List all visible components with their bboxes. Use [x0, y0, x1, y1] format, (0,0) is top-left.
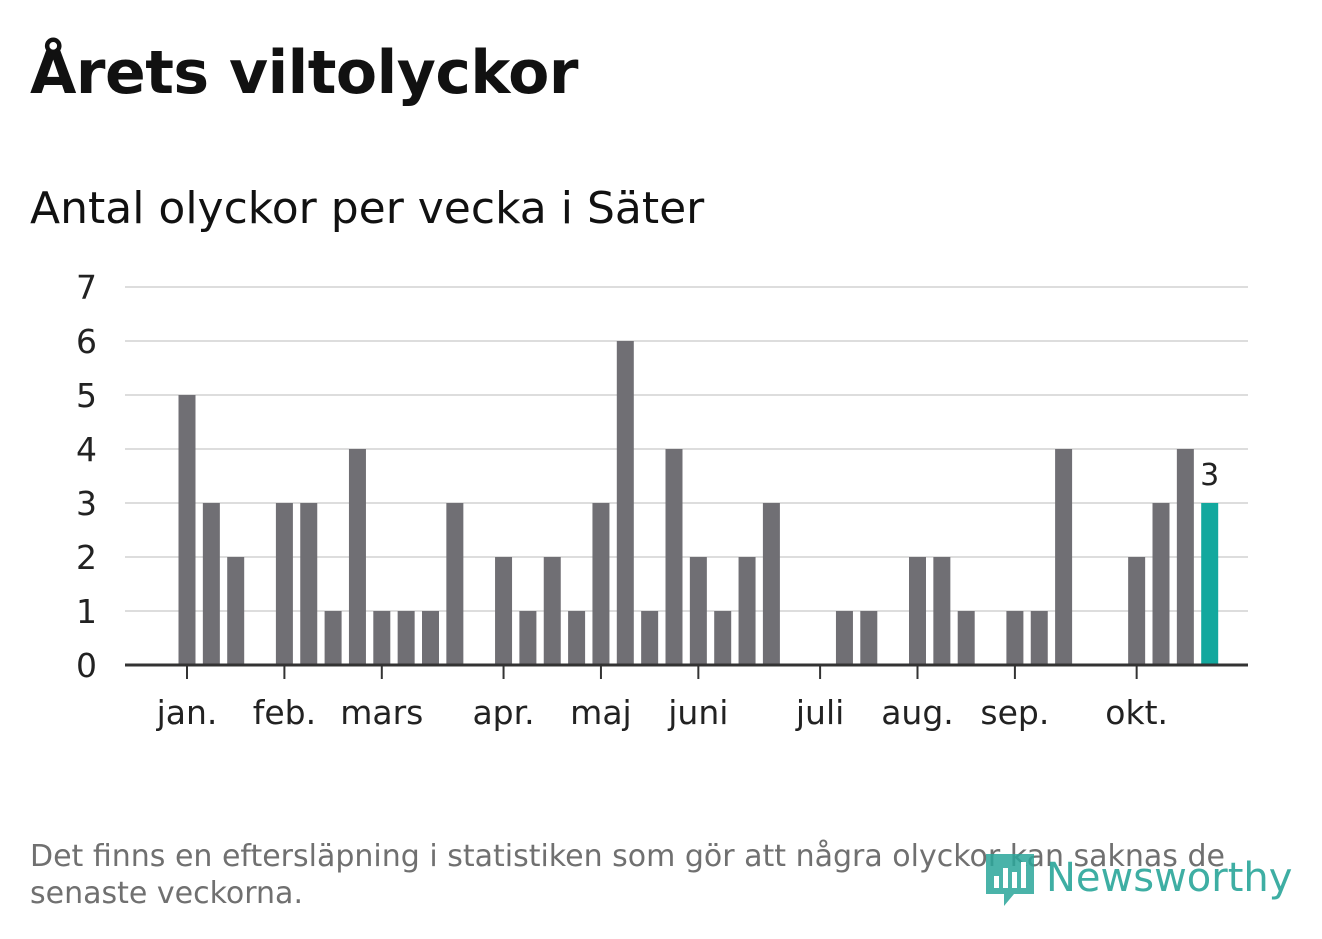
chart-subtitle: Antal olyckor per vecka i Säter: [30, 183, 705, 234]
bar: [1055, 449, 1073, 665]
y-tick-label: 4: [76, 430, 97, 469]
bar: [860, 611, 878, 665]
x-tick-label: okt.: [1105, 693, 1168, 732]
y-tick-label: 2: [76, 538, 97, 577]
bar: [1006, 611, 1024, 665]
bar: [665, 449, 683, 665]
grid-lines: [125, 286, 1248, 612]
bar: [348, 449, 366, 665]
bar-chart: 0 1 2 3 4 5 6 7 jan. feb. mars apr. maj juni juli aug.…: [76, 268, 1248, 732]
bar: [738, 557, 756, 665]
x-tick-label: aug.: [881, 693, 954, 732]
newsworthy-logo: Newsworthy: [982, 848, 1292, 908]
bar: [397, 611, 415, 665]
bar: [1176, 449, 1194, 665]
y-tick-label: 7: [76, 268, 97, 307]
x-tick-label: mars: [340, 693, 423, 732]
x-tick-label: juli: [795, 693, 844, 732]
bar: [1128, 557, 1146, 665]
x-tick-label: apr.: [472, 693, 534, 732]
y-tick-label: 0: [76, 646, 97, 685]
bar: [835, 611, 853, 665]
bar: [933, 557, 951, 665]
bar: [300, 503, 318, 665]
bar: [495, 557, 513, 665]
bars: [178, 341, 1219, 665]
x-axis-ticks: jan. feb. mars apr. maj juni juli aug. sep. okt.: [156, 665, 1168, 732]
y-tick-label: 1: [76, 592, 97, 631]
bar: [957, 611, 975, 665]
bar: [422, 611, 439, 665]
bar: [373, 611, 391, 665]
data-labels: 3: [1200, 458, 1219, 493]
y-tick-label: 5: [76, 376, 97, 415]
y-tick-label: 6: [76, 322, 97, 361]
highlight-value-label: 3: [1200, 458, 1219, 493]
bar: [178, 395, 196, 665]
bar-latest-week: [1201, 503, 1219, 665]
bar: [543, 557, 561, 665]
y-axis-ticks: 0 1 2 3 4 5 6 7: [76, 268, 97, 685]
bar: [641, 611, 659, 665]
x-tick-label: juni: [667, 693, 728, 732]
x-tick-label: feb.: [253, 693, 316, 732]
bar: [689, 557, 707, 665]
x-tick-label: sep.: [980, 693, 1049, 732]
bar: [202, 503, 220, 665]
bar: [1152, 503, 1170, 665]
bar: [324, 611, 342, 665]
x-tick-label: jan.: [156, 693, 218, 732]
bar: [616, 341, 634, 665]
bar: [762, 503, 780, 665]
y-tick-label: 3: [76, 484, 97, 523]
bar: [227, 557, 245, 665]
x-tick-label: maj: [570, 693, 632, 732]
chart-title: Årets viltolyckor: [30, 38, 579, 108]
bar: [592, 503, 610, 665]
bar: [1030, 611, 1048, 665]
newsworthy-bars-icon: [986, 854, 1034, 906]
logo-text: Newsworthy: [1046, 855, 1293, 901]
bar: [519, 611, 537, 665]
bar: [909, 557, 926, 665]
bar: [568, 611, 586, 665]
bar: [275, 503, 293, 665]
bar: [714, 611, 732, 665]
bar: [446, 503, 464, 665]
